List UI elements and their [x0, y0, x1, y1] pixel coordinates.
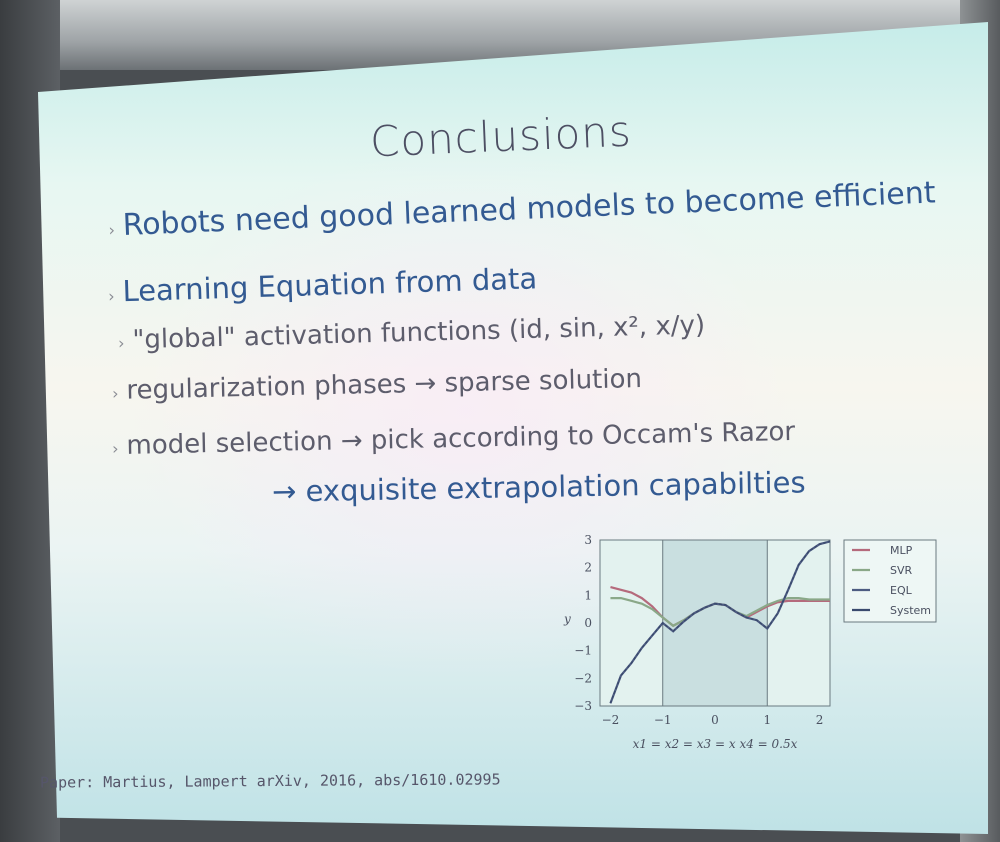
y-axis-label: y: [563, 612, 571, 626]
legend-label-mlp: MLP: [890, 544, 913, 557]
y-tick-label: 0: [584, 616, 592, 630]
paper-reference: Paper: Martius, Lampert arXiv, 2016, abs…: [39, 770, 501, 792]
bullet-marker-icon: ›: [108, 220, 116, 240]
y-tick-label: −1: [574, 644, 592, 658]
y-tick-label: 2: [584, 561, 592, 575]
bullet-marker-icon: ›: [111, 439, 119, 459]
x-tick-label: −2: [602, 713, 620, 727]
bullet-marker-icon: ›: [117, 333, 125, 353]
legend-label-eql: EQL: [890, 584, 913, 597]
x-axis-label: x1 = x2 = x3 = x x4 = 0.5x: [633, 737, 798, 751]
y-tick-label: 3: [584, 533, 592, 547]
bullet-marker-icon: ›: [111, 383, 119, 404]
x-tick-label: 2: [816, 713, 824, 727]
bullet-marker-icon: ›: [107, 286, 115, 306]
legend-label-svr: SVR: [890, 564, 913, 577]
y-tick-label: −3: [574, 699, 592, 713]
y-tick-label: 1: [584, 588, 592, 602]
x-tick-label: 1: [763, 713, 771, 727]
legend-label-system: System: [890, 604, 931, 617]
x-tick-label: −1: [654, 713, 672, 727]
legend-box: [843, 539, 937, 623]
x-tick-label: 0: [711, 713, 719, 727]
y-tick-label: −2: [574, 671, 592, 685]
series-line-system: [609, 540, 831, 704]
extrapolation-chart: −2 −1 0 1 2 3 2 1 0 −1 −2 −3 y x1 = x2 = x3 = x x4 = …: [563, 533, 937, 751]
